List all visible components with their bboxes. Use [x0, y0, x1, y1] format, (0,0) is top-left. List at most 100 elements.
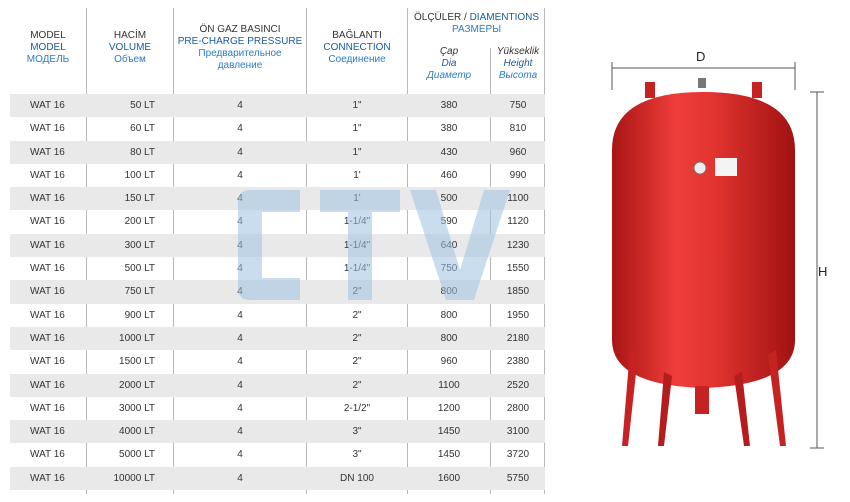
- cell-dia: 800: [440, 332, 458, 344]
- cell-model: WAT 16: [30, 286, 65, 298]
- cell-connection: 2-1/2": [343, 402, 371, 414]
- cell-height: 2800: [506, 402, 530, 414]
- table-row: WAT 16 200 LT 4 1-1/4" 590 1120: [10, 210, 545, 233]
- table-body: WAT 16 50 LT 4 1" 380 750 WAT 16 60 LT 4 1" 380 810…: [10, 94, 545, 491]
- cell-model: WAT 16: [30, 402, 65, 414]
- cell-volume: 2000 LT: [119, 379, 155, 391]
- header-dimensions: ÖLÇÜLER / DIAMENTIONS РАЗМЕРЫ: [408, 8, 545, 98]
- table-row: WAT 16 500 LT 4 1-1/4" 750 1550: [10, 257, 545, 280]
- header-model-ru: МОДЕЛЬ: [26, 54, 70, 65]
- cell-model: WAT 16: [30, 169, 65, 181]
- cell-connection: 2": [352, 356, 362, 368]
- header-connection-en: CONNECTION: [323, 42, 391, 53]
- cell-model: WAT 16: [30, 356, 65, 368]
- cell-pressure: 4: [237, 193, 243, 205]
- nameplate: [715, 158, 737, 176]
- cell-height: 960: [509, 146, 527, 158]
- cell-pressure: 4: [237, 402, 243, 414]
- cell-dia: 1200: [437, 402, 461, 414]
- cell-connection: 1": [352, 123, 362, 135]
- header-dia-en: Dia: [441, 58, 457, 69]
- cell-volume: 1000 LT: [119, 332, 155, 344]
- cell-connection: 2": [352, 286, 362, 298]
- cell-model: WAT 16: [30, 332, 65, 344]
- header-volume-ru: Объем: [114, 54, 146, 65]
- header-dia-tr: Çap: [439, 46, 459, 57]
- cell-connection: 2": [352, 379, 362, 391]
- table-row: WAT 16 50 LT 4 1" 380 750: [10, 94, 545, 118]
- tank-leg: [734, 372, 750, 446]
- cell-height: 750: [509, 100, 527, 111]
- header-model-tr: MODEL: [30, 30, 66, 41]
- table-row: WAT 16 3000 LT 4 2-1/2" 1200 2800: [10, 397, 545, 420]
- cell-pressure: 4: [237, 426, 243, 438]
- cell-connection: 1": [352, 100, 362, 111]
- header-height-ru: Высота: [498, 70, 538, 81]
- cell-connection: 1': [353, 169, 361, 181]
- cell-volume: 80 LT: [130, 146, 155, 158]
- cell-volume: 150 LT: [124, 193, 155, 205]
- header-connection-ru: Соединение: [328, 54, 386, 65]
- top-valve: [698, 78, 706, 88]
- cell-pressure: 4: [237, 332, 243, 344]
- cell-volume: 3000 LT: [119, 402, 155, 414]
- cell-pressure: 4: [237, 449, 243, 461]
- lifting-lug: [645, 82, 655, 98]
- header-volume-en: VOLUME: [108, 42, 152, 53]
- header-connection-tr: BAĞLANTI: [332, 30, 382, 41]
- cell-dia: 590: [440, 216, 458, 228]
- header-pressure-en: PRE-CHARGE PRESSURE: [177, 36, 303, 47]
- label-diameter: D: [696, 49, 706, 64]
- header-dia-ru: Диаметр: [426, 70, 472, 81]
- header-model-en: MODEL: [30, 42, 66, 53]
- cell-volume: 50 LT: [130, 100, 155, 111]
- cell-height: 3100: [506, 426, 530, 438]
- cell-height: 1950: [506, 309, 530, 321]
- cell-dia: 1450: [437, 449, 461, 461]
- cell-volume: 5000 LT: [119, 449, 155, 461]
- cell-dia: 430: [440, 146, 458, 158]
- cell-connection: DN 100: [340, 472, 374, 484]
- cell-volume: 500 LT: [124, 263, 155, 275]
- cell-dia: 460: [440, 169, 458, 181]
- cell-volume: 300 LT: [124, 239, 155, 251]
- table-row: WAT 16 900 LT 4 2" 800 1950: [10, 304, 545, 327]
- cell-volume: 60 LT: [130, 123, 155, 135]
- cell-pressure: 4: [237, 169, 243, 181]
- cell-height: 2380: [506, 356, 530, 368]
- header-volume-tr: HACİM: [113, 30, 147, 41]
- lifting-lug: [752, 82, 762, 98]
- cell-volume: 200 LT: [124, 216, 155, 228]
- table-row: WAT 16 100 LT 4 1' 460 990: [10, 164, 545, 187]
- cell-pressure: 4: [237, 146, 243, 158]
- table-header: MODEL MODEL МОДЕЛЬ HACİM VOLUME Объем ÖN…: [10, 8, 545, 94]
- cell-dia: 500: [440, 193, 458, 205]
- header-dimensions-en: DIAMENTIONS: [469, 12, 540, 23]
- cell-volume: 750 LT: [124, 286, 155, 298]
- cell-pressure: 4: [237, 286, 243, 298]
- cell-model: WAT 16: [30, 426, 65, 438]
- header-model: MODEL MODEL МОДЕЛЬ: [10, 8, 86, 116]
- table-row: WAT 16 2000 LT 4 2" 1100 2520: [10, 373, 545, 397]
- tank-leg: [622, 350, 638, 446]
- cell-connection: 1-1/4": [343, 263, 371, 275]
- cell-model: WAT 16: [30, 379, 65, 391]
- cell-dia: 1600: [437, 472, 461, 484]
- cell-pressure: 4: [237, 472, 243, 484]
- cell-pressure: 4: [237, 309, 243, 321]
- cell-dia: 640: [440, 239, 458, 251]
- table-row: WAT 16 1500 LT 4 2" 960 2380: [10, 350, 545, 373]
- cell-model: WAT 16: [30, 239, 65, 251]
- cell-volume: 900 LT: [124, 309, 155, 321]
- header-height: Yükseklik Height Высота: [491, 46, 545, 94]
- expansion-tank-image: [611, 62, 824, 449]
- table-row: WAT 16 750 LT 4 2" 800 1850: [10, 280, 545, 304]
- cell-model: WAT 16: [30, 100, 65, 111]
- cell-dia: 1100: [438, 379, 460, 391]
- tank-leg: [768, 350, 786, 446]
- cell-dia: 1450: [437, 426, 461, 438]
- cell-volume: 10000 LT: [113, 472, 155, 484]
- table-row: WAT 16 4000 LT 4 3" 1450 3100: [10, 420, 545, 444]
- cell-height: 990: [509, 169, 527, 181]
- cell-height: 2180: [506, 332, 530, 344]
